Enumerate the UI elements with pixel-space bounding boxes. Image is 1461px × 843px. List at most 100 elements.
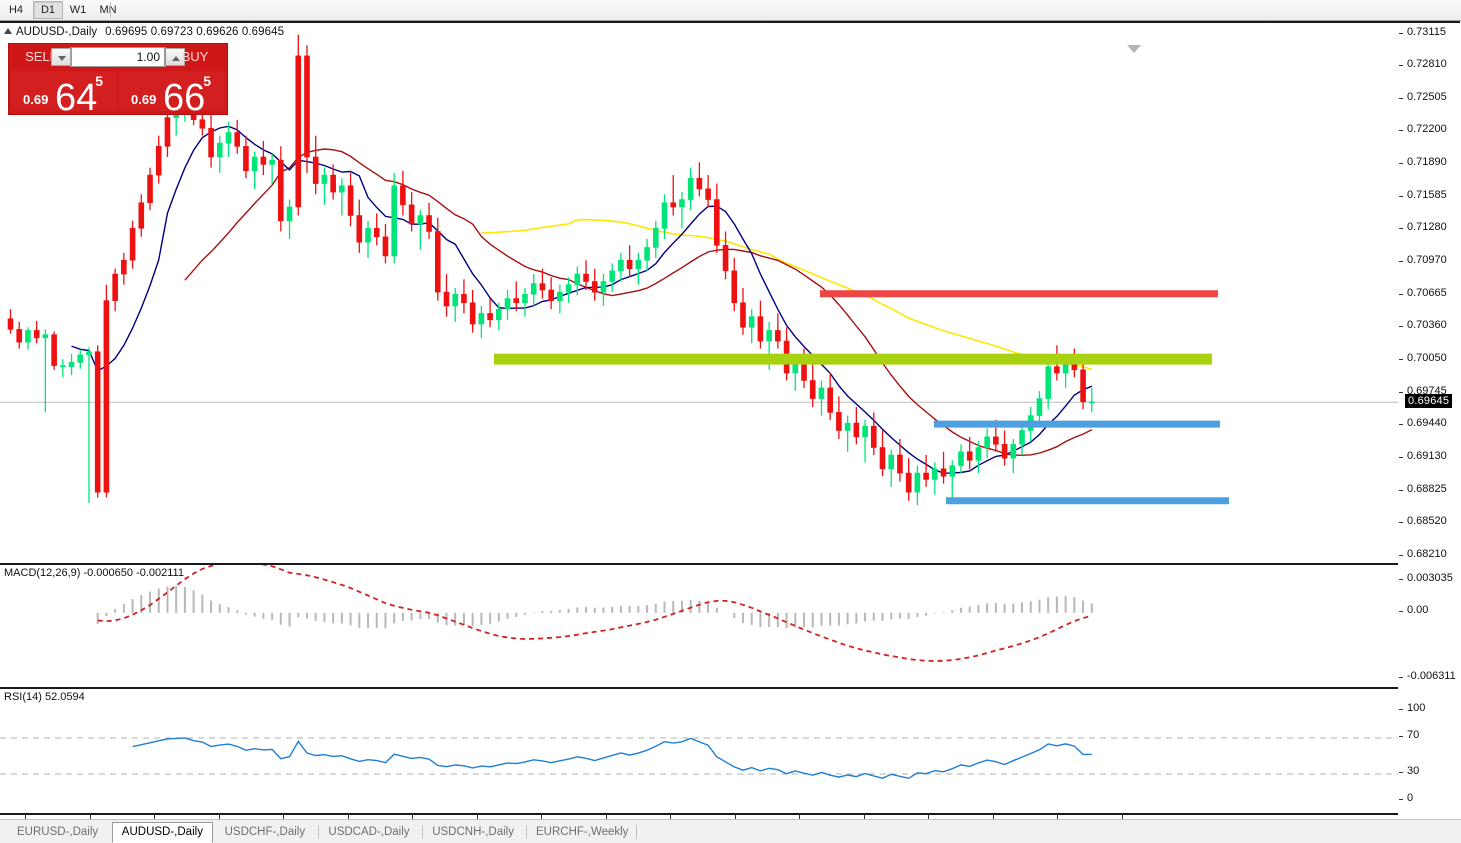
chart-tab-usdchf[interactable]: USDCHF-,Daily — [224, 826, 306, 838]
price-chart-pane[interactable] — [0, 23, 1399, 561]
buy-button[interactable]: BUY — [165, 47, 224, 67]
price-tick-label: 0.70665 — [1407, 286, 1447, 299]
candle-body — [801, 362, 807, 381]
volume-decrement-button[interactable] — [51, 48, 71, 66]
candle-body — [391, 185, 397, 257]
candle-body — [330, 174, 336, 193]
macd-title: MACD(12,26,9) -0.000650 -0.002111 — [4, 567, 184, 579]
candle-body — [522, 293, 528, 304]
candle-body — [827, 387, 833, 413]
tab-divider — [636, 825, 638, 839]
buy-price-fraction: 5 — [203, 73, 211, 89]
candle-body — [923, 472, 929, 480]
timeframe-mn[interactable]: MN — [99, 4, 117, 16]
candle-body — [339, 185, 345, 193]
candle-body — [940, 468, 947, 477]
macd-tick-label: -0.006311 — [1407, 670, 1456, 682]
date-tick — [605, 815, 607, 819]
price-tick-label: 0.71890 — [1407, 156, 1447, 169]
rsi-indicator-pane[interactable]: RSI(14) 52.0594 — [0, 687, 1399, 815]
candle-body — [530, 283, 537, 295]
sell-price-display[interactable]: 0.69 64 5 — [11, 71, 117, 111]
chart-tab-eurusd[interactable]: EURUSD-,Daily — [17, 826, 99, 838]
candle-body — [888, 454, 895, 470]
current-price-label: 0.69645 — [1405, 394, 1453, 409]
candle-body — [304, 55, 310, 158]
candle-body — [984, 436, 990, 448]
candle-body — [112, 273, 118, 301]
macd-indicator-pane[interactable]: MACD(12,26,9) -0.000650 -0.002111 — [0, 563, 1399, 687]
candle-body — [932, 468, 938, 480]
price-scale[interactable]: 0.73115 0.72810 0.72505 0.72200 0.71890 0.715… — [1398, 23, 1460, 820]
candle-body — [818, 387, 825, 399]
price-tick — [1399, 65, 1403, 67]
macd-histogram — [96, 585, 1093, 629]
date-tick — [218, 815, 220, 819]
toolbar-divider — [110, 2, 111, 18]
candle-body — [434, 231, 441, 293]
price-tick — [1399, 130, 1403, 132]
chart-tab-usdcad[interactable]: USDCAD-,Daily — [328, 826, 410, 838]
rsi-tick — [1399, 736, 1403, 737]
candle-body — [86, 351, 92, 356]
volume-input[interactable]: 1.00 — [51, 47, 185, 67]
candle-body — [260, 156, 267, 165]
price-tick-label: 0.71585 — [1407, 188, 1447, 201]
chart-tab-bar: EURUSD-,Daily AUDUSD-,Daily USDCHF-,Daily U… — [0, 819, 1461, 843]
price-tick — [1399, 555, 1403, 556]
rsi-chart-svg — [0, 737, 1398, 780]
candle-body — [51, 334, 57, 366]
price-tick-label: 0.70360 — [1407, 319, 1447, 332]
candle-body — [949, 465, 956, 477]
price-tick — [1399, 424, 1403, 426]
timeframe-d1[interactable]: D1 — [33, 1, 63, 19]
date-tick — [283, 815, 284, 819]
candle-body — [705, 188, 711, 200]
candle-body — [461, 293, 467, 304]
candle-body — [766, 330, 772, 342]
rsi-tick — [1399, 709, 1403, 710]
candle-body — [365, 227, 371, 243]
candle-body — [600, 281, 607, 293]
date-tick — [1057, 815, 1058, 819]
chart-tab-audusd[interactable]: AUDUSD-,Daily — [111, 822, 213, 843]
candle-body — [417, 215, 424, 225]
candle-body — [670, 202, 677, 208]
chart-tab-usdcnh[interactable]: USDCNH-,Daily — [432, 826, 514, 838]
candle-body — [1045, 366, 1051, 399]
date-tick — [928, 815, 929, 819]
rsi-tick-label: 100 — [1407, 702, 1426, 714]
buy-price-prefix: 0.69 — [131, 92, 157, 107]
candle-body — [1036, 398, 1043, 416]
candle-body — [234, 132, 241, 147]
chart-tab-eurchf[interactable]: EURCHF-,Weekly — [536, 826, 629, 838]
rsi-line — [132, 737, 1092, 780]
volume-increment-button[interactable] — [165, 48, 185, 66]
collapse-triangle-icon[interactable] — [4, 28, 12, 34]
ma-slow-line — [481, 218, 1093, 371]
buy-price-display[interactable]: 0.69 66 5 — [119, 71, 225, 111]
chart-header: AUDUSD-,Daily 0.69695 0.69723 0.69626 0.6… — [4, 26, 284, 38]
candle-body — [400, 185, 406, 206]
candle-body — [42, 334, 49, 339]
candle-body — [373, 227, 380, 238]
candle-body — [138, 202, 145, 229]
rsi-tick-label: 70 — [1407, 729, 1420, 741]
timeframe-h4[interactable]: H4 — [8, 4, 24, 16]
date-tick — [412, 815, 413, 819]
candle-body — [591, 281, 598, 293]
one-click-trading-panel[interactable]: SELL 1.00 BUY 0.69 64 5 0.69 66 5 — [8, 43, 228, 115]
candle-body — [870, 425, 877, 448]
date-tick — [799, 815, 800, 819]
candle-body — [966, 451, 973, 461]
rsi-tick — [1399, 772, 1403, 773]
candle-body — [897, 454, 903, 474]
candle-body — [583, 273, 589, 282]
sell-price-main: 64 — [55, 77, 98, 111]
candle-body — [426, 215, 432, 232]
timeframe-w1[interactable]: W1 — [69, 4, 87, 16]
price-tick-label: 0.72505 — [1407, 90, 1447, 103]
chart-top-marker-icon — [1127, 45, 1141, 53]
date-tick — [541, 815, 542, 819]
price-tick — [1399, 359, 1403, 361]
